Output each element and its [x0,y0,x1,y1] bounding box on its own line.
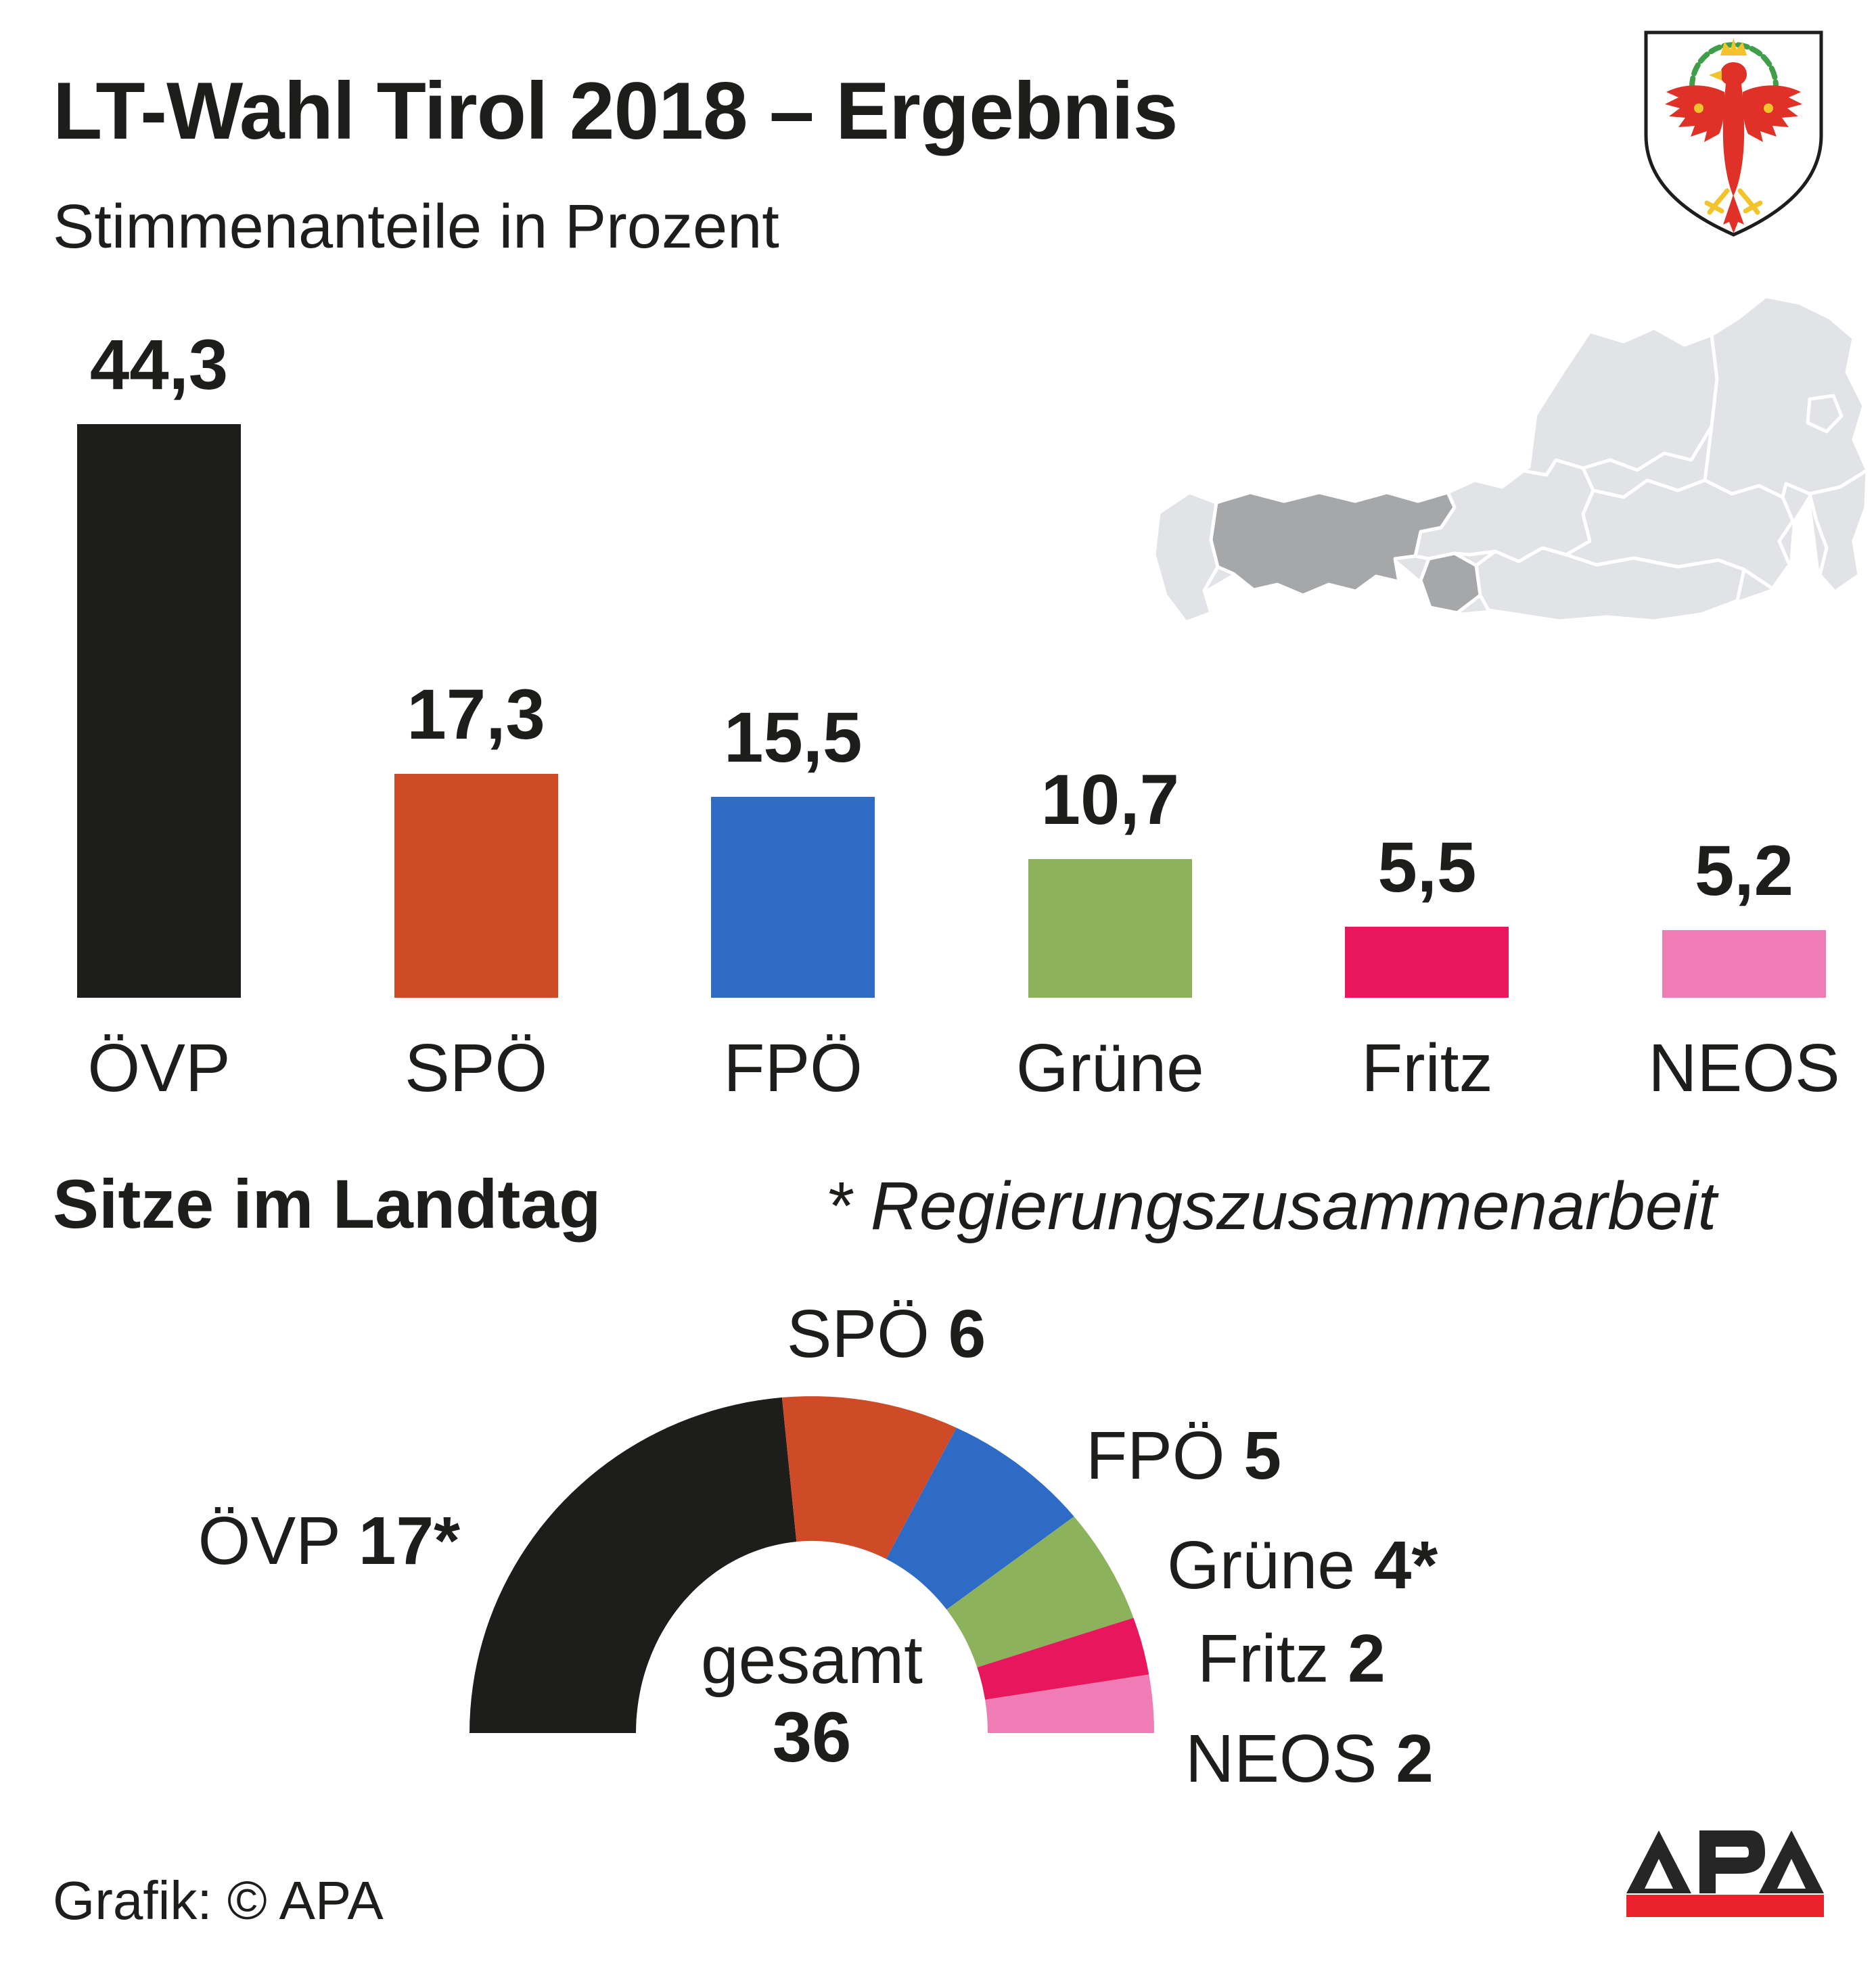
state-tirol-east-highlighted [1419,551,1482,615]
bar-FPÖ [711,797,875,998]
state-tirol-north-highlighted [1209,490,1457,597]
eagle-crown [1720,38,1747,55]
bar-category-label: Grüne [1015,1030,1204,1106]
seat-label-fpo: FPÖ 5 [1086,1421,1281,1492]
bar-category-label: ÖVP [87,1030,231,1106]
seat-label-fritz: Fritz 2 [1197,1623,1386,1694]
party-name: Grüne [1167,1527,1374,1603]
seat-segment-NEOS [985,1674,1154,1733]
state-oberoesterreich [1500,326,1719,489]
state-vorarlberg [1152,490,1220,624]
seat-label-ovp: ÖVP 17* [198,1506,460,1577]
eagle-legs [1704,188,1763,215]
eagle-beak [1709,70,1722,80]
state-wien [1806,394,1844,434]
seat-count: 2 [1396,1721,1434,1797]
bar-category-label: SPÖ [405,1030,548,1106]
bar-SPÖ [394,774,558,998]
bar-value-label: 10,7 [1040,760,1179,839]
bar-value-label: 5,5 [1377,828,1477,907]
bar-value-label: 15,5 [724,698,863,777]
seat-label-spo: SPÖ 6 [649,1299,1123,1370]
bar-value-label: 5,2 [1695,831,1793,910]
bar-category-label: NEOS [1648,1030,1840,1106]
bar-value-label: 44,3 [89,325,229,405]
seat-count: 4* [1373,1527,1438,1603]
bar-Grüne [1028,859,1192,998]
seats-section-heading: Sitze im Landtag [53,1166,601,1243]
party-name: NEOS [1185,1721,1396,1797]
page-title: LT-Wahl Tirol 2018 – Ergebnis [53,66,1179,156]
seat-segment-Fritz [977,1617,1149,1700]
wing-clasp-left [1694,103,1703,113]
seat-label-neos: NEOS 2 [1185,1724,1434,1795]
bar-category-label: Fritz [1361,1030,1493,1106]
seat-distribution-half-donut [470,1396,1154,1733]
seat-count: 2 [1348,1621,1386,1697]
party-name: ÖVP [198,1503,359,1579]
bar-value-label: 17,3 [407,675,545,754]
seat-count: 6 [948,1296,986,1372]
seat-count: 17* [358,1503,460,1579]
coalition-footnote: * Regierungszusammenarbeit [825,1168,1717,1244]
seat-segment-ÖVP [470,1397,797,1733]
apa-letter-p [1699,1830,1765,1893]
tirol-coat-of-arms-icon [1644,30,1823,237]
austria-map [1152,294,1869,624]
bar-ÖVP [77,424,241,998]
seat-segment-SPÖ [781,1396,957,1559]
bar-NEOS [1662,930,1826,998]
seat-segment-Grüne [946,1516,1134,1667]
party-name: FPÖ [1086,1418,1244,1494]
bar-category-label: FPÖ [723,1030,863,1106]
total-seats-value: 36 [772,1698,852,1777]
apa-logo-red-bar [1626,1895,1824,1917]
seat-label-gruene: Grüne 4* [1167,1530,1438,1601]
wing-clasp-right [1764,103,1773,113]
apa-letter-a2 [1759,1830,1824,1893]
total-seats-label: gesamt [701,1622,923,1698]
party-name: Fritz [1197,1621,1348,1697]
graphic-credit: Grafik: © APA [53,1870,384,1931]
state-kaernten [1474,546,1746,623]
eagle-left-wing [1665,85,1725,142]
eagle-body [1720,62,1747,196]
apa-letter-a1 [1626,1830,1691,1893]
apa-logo [1626,1830,1824,1917]
page-subtitle: Stimmenanteile in Prozent [53,192,779,261]
vote-share-bar-chart: 44,3 ÖVP 17,3 SPÖ 15,5 FPÖ 10,7 Grüne 5,5 Fritz 5,… [77,325,1840,1106]
seat-segment-FPÖ [886,1427,1074,1610]
party-name: SPÖ [786,1296,948,1372]
eagle-tail [1723,195,1744,233]
state-burgenland [1808,468,1869,594]
seat-count: 5 [1243,1418,1281,1494]
bar-Fritz [1345,927,1509,998]
